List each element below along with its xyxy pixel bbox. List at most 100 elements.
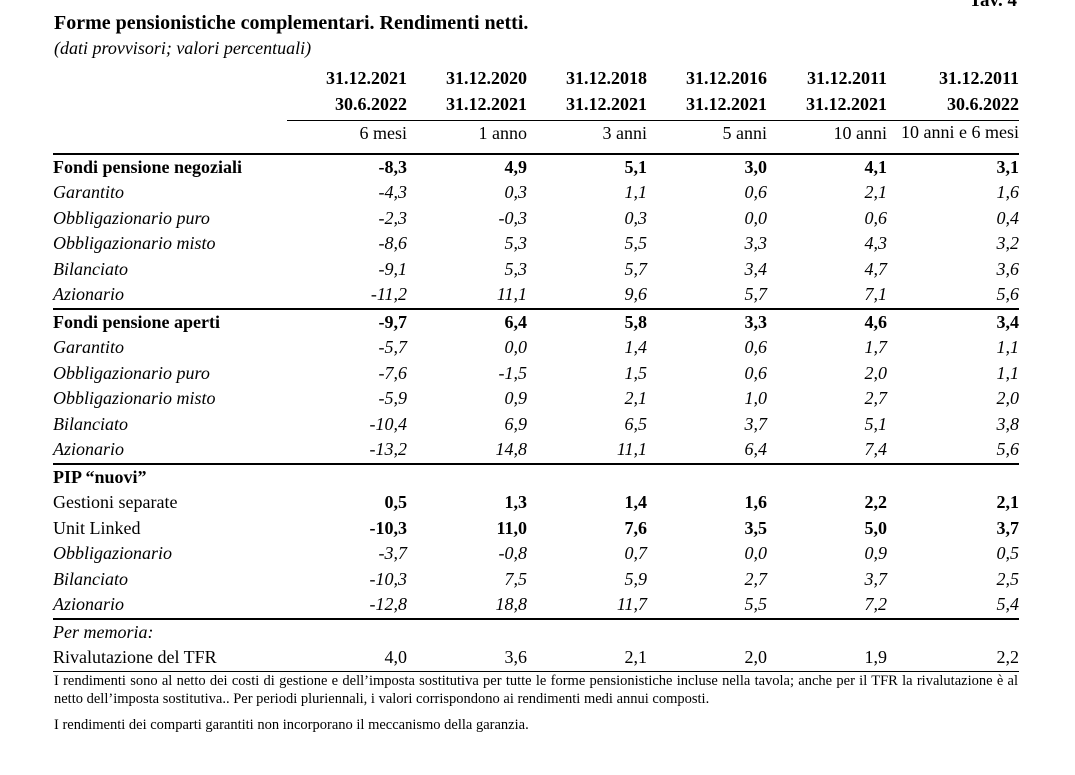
- row-label: Fondi pensione aperti: [53, 311, 221, 332]
- value-cell: -0,3: [498, 207, 528, 228]
- value-cell: 0,3: [504, 182, 528, 202]
- value-cell: 6,9: [504, 413, 528, 434]
- value-cell: 0,5: [996, 543, 1020, 563]
- row-label: Bilanciato: [53, 413, 128, 434]
- col-start-date: 31.12.2011: [806, 68, 887, 88]
- row-label: PIP “nuovi”: [53, 466, 147, 487]
- value-cell: 3,7: [864, 568, 888, 589]
- value-cell: 1,5: [624, 362, 648, 383]
- value-cell: 2,1: [996, 492, 1020, 512]
- value-cell: -13,2: [287, 437, 407, 465]
- value-cell: 3,3: [744, 233, 768, 253]
- page-subtitle: (dati provvisori; valori percentuali): [54, 38, 312, 58]
- value-cell: 1,1: [996, 337, 1020, 357]
- header-row-start: 31.12.2021 31.12.2020 31.12.2018 31.12.2…: [53, 66, 1019, 92]
- col-period: 3 anni: [527, 120, 647, 155]
- row-label: Unit Linked: [53, 517, 141, 538]
- col-period: 10 anni: [767, 120, 887, 155]
- value-cell: 0,9: [864, 543, 888, 563]
- value-cell: 2,0: [647, 645, 767, 672]
- value-cell: [407, 464, 527, 491]
- value-cell: 5,1: [624, 156, 648, 177]
- value-cell: -11,2: [287, 282, 407, 310]
- value-cell: 0,6: [744, 362, 768, 383]
- value-cell: 1,4: [624, 492, 648, 512]
- value-cell: -0,8: [498, 543, 528, 563]
- row-label: Bilanciato: [53, 258, 128, 279]
- value-cell: -10,3: [369, 568, 408, 589]
- row-label: Obbligazionario misto: [53, 233, 216, 253]
- value-cell: 2,0: [996, 388, 1020, 408]
- footnote: I rendimenti dei comparti garantiti non …: [54, 717, 529, 733]
- value-cell: 6,5: [624, 413, 648, 434]
- value-cell: 1,9: [767, 645, 887, 672]
- col-end-date: 31.12.2021: [407, 91, 527, 121]
- value-cell: 3,3: [744, 311, 768, 332]
- col-period: 5 anni: [647, 120, 767, 155]
- value-cell: [887, 464, 1019, 491]
- row-label: Gestioni separate: [53, 492, 178, 512]
- value-cell: 0,6: [744, 182, 768, 202]
- value-cell: 0,3: [624, 207, 648, 228]
- value-cell: 3,4: [996, 311, 1020, 332]
- value-cell: [407, 619, 527, 646]
- value-cell: 11,1: [527, 437, 647, 465]
- value-cell: 3,0: [744, 156, 768, 177]
- table-row: Obbligazionario puro -2,3 -0,3 0,3 0,0 0,6 0,4: [53, 206, 1019, 232]
- value-cell: 2,7: [864, 388, 888, 408]
- value-cell: 2,2: [887, 645, 1019, 672]
- value-cell: 3,5: [744, 517, 768, 538]
- value-cell: -5,9: [378, 388, 408, 408]
- value-cell: 3,7: [744, 413, 768, 434]
- value-cell: 11,1: [407, 282, 527, 310]
- table-row: Obbligazionario puro -7,6 -1,5 1,5 0,6 2,0 1,1: [53, 361, 1019, 387]
- returns-table: 31.12.2021 31.12.2020 31.12.2018 31.12.2…: [53, 66, 1019, 672]
- value-cell: 5,8: [624, 311, 648, 332]
- table-row: Bilanciato -9,1 5,3 5,7 3,4 4,7 3,6: [53, 257, 1019, 283]
- value-cell: 1,6: [996, 182, 1020, 202]
- value-cell: 3,7: [996, 517, 1020, 538]
- value-cell: [527, 619, 647, 646]
- value-cell: -12,8: [287, 592, 407, 620]
- value-cell: -4,3: [378, 182, 408, 202]
- value-cell: 0,7: [624, 543, 648, 563]
- value-cell: -9,1: [378, 258, 408, 279]
- value-cell: [647, 464, 767, 491]
- value-cell: 2,7: [744, 568, 768, 589]
- value-cell: [527, 464, 647, 491]
- value-cell: -3,7: [378, 543, 408, 563]
- value-cell: 5,0: [864, 517, 888, 538]
- table-row: Gestioni separate 0,5 1,3 1,4 1,6 2,2 2,1: [53, 490, 1019, 516]
- value-cell: -10,3: [369, 517, 408, 538]
- value-cell: 5,4: [887, 592, 1019, 620]
- row-label: Azionario: [53, 282, 287, 310]
- value-cell: 4,7: [864, 258, 888, 279]
- value-cell: 2,1: [864, 182, 888, 202]
- col-start-date: 31.12.2011: [938, 68, 1019, 88]
- table-row: Azionario -11,2 11,1 9,6 5,7 7,1 5,6: [53, 282, 1019, 310]
- footnote: I rendimenti sono al netto dei costi di …: [54, 673, 1018, 707]
- value-cell: [287, 464, 407, 491]
- table-row: Obbligazionario misto -5,9 0,9 2,1 1,0 2,7 2,0: [53, 386, 1019, 412]
- row-label: Fondi pensione negoziali: [53, 156, 243, 177]
- row-label: Obbligazionario misto: [53, 388, 216, 408]
- value-cell: 5,7: [624, 258, 648, 279]
- value-cell: 5,6: [887, 437, 1019, 465]
- value-cell: 2,2: [864, 492, 888, 512]
- value-cell: 6,4: [647, 437, 767, 465]
- value-cell: 4,3: [864, 233, 888, 253]
- value-cell: 0,6: [744, 337, 768, 357]
- value-cell: 0,5: [384, 492, 408, 512]
- table-row: Per memoria:: [53, 619, 1019, 646]
- value-cell: 14,8: [407, 437, 527, 465]
- table-row: Obbligazionario misto -8,6 5,3 5,5 3,3 4,3 3,2: [53, 231, 1019, 257]
- value-cell: 7,2: [767, 592, 887, 620]
- value-cell: -1,5: [498, 362, 528, 383]
- col-period: 10 anni e 6 mesi: [887, 120, 1019, 155]
- table-row: Fondi pensione negoziali -8,3 4,9 5,1 3,0 4,1…: [53, 154, 1019, 181]
- value-cell: 0,0: [504, 337, 528, 357]
- col-end-date: 30.6.2022: [287, 91, 407, 121]
- row-label: Azionario: [53, 437, 287, 465]
- value-cell: -7,6: [378, 362, 408, 383]
- row-label: Rivalutazione del TFR: [53, 645, 287, 672]
